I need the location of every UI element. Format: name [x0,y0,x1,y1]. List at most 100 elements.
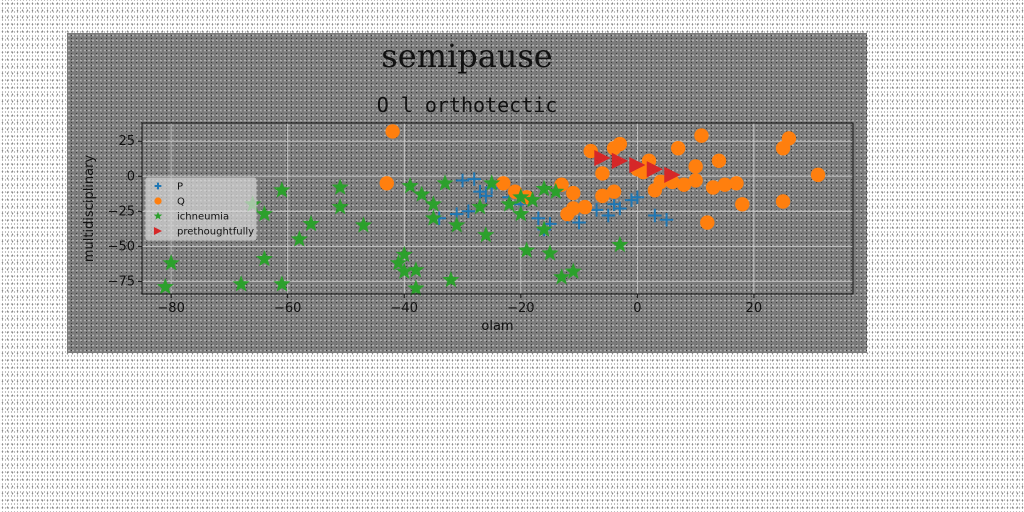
data-point [290,230,308,247]
chart-figure: semipause O l orthotectic −80 −60 −40 −20 0 2… [67,33,867,353]
data-point [775,194,791,209]
x-tick-label: −80 [157,301,184,316]
data-point [413,185,431,202]
data-point [611,235,629,253]
data-point [711,153,727,169]
data-point [781,131,797,146]
data-point [496,176,511,191]
data-point [255,250,273,267]
data-point [424,209,442,226]
series-3 [156,174,629,296]
x-tick-label: −20 [507,301,534,316]
data-point [471,198,489,215]
y-tick-label: 0 [127,169,135,184]
x-tick-label: 0 [633,301,641,316]
data-point [541,244,559,261]
data-point [424,195,442,212]
y-axis-label: multidisciplinary [82,155,97,263]
data-point [564,262,582,279]
data-point [729,176,744,191]
data-point [395,262,413,279]
data-point [273,275,291,292]
data-point [572,215,586,230]
y-tick-label: −75 [108,274,135,289]
data-point [589,203,604,217]
data-point [705,180,721,195]
series-4 [594,149,681,183]
x-axis-label: olam [481,319,513,334]
x-tick-label: −60 [274,301,301,316]
x-tick-label: −40 [391,301,418,316]
legend-label: ichneumia [177,212,229,223]
data-point [577,199,593,215]
data-point [700,215,715,230]
legend-marker [153,211,163,220]
data-point [354,216,372,233]
data-point [630,190,645,205]
legend-label: P [177,182,183,193]
data-point [442,271,460,288]
data-point [547,182,565,199]
data-point [566,185,581,201]
data-point [401,177,419,194]
data-point [694,128,709,143]
legend-label: Q [177,197,185,208]
data-point [302,214,320,232]
data-point [648,208,662,223]
data-point [395,245,413,262]
data-point [606,184,622,199]
y-tick-label: −50 [108,239,135,254]
data-point [717,177,732,192]
data-point [273,181,291,198]
y-tick-label: −25 [108,204,135,219]
data-point [611,152,628,169]
data-point [479,189,493,203]
data-point [448,216,466,233]
data-point [407,261,425,278]
legend-marker [154,182,162,190]
data-point [553,268,571,285]
data-point [595,166,610,181]
data-point [735,197,750,212]
data-point [500,195,518,212]
data-point [162,254,180,271]
data-point [659,212,674,227]
data-point [523,191,541,208]
chart-title: O l orthotectic [376,93,558,117]
data-point [624,193,639,207]
data-point [232,275,250,292]
data-point [407,279,425,296]
data-point [554,177,569,192]
data-point [389,254,407,271]
legend-box [145,177,257,241]
data-point [688,159,703,174]
data-point [676,177,692,192]
data-point [560,206,575,222]
data-point [535,179,553,197]
x-tick-label: 20 [746,301,763,316]
series-2 [379,124,826,230]
data-point [595,188,610,204]
data-point [477,226,495,243]
data-point [518,241,536,258]
data-point [512,188,530,205]
series-1 [432,172,674,237]
data-point [535,220,553,237]
data-point [594,149,611,167]
legend-label: prethoughtfully [177,227,254,238]
data-point [156,278,174,295]
data-point [810,167,826,183]
data-point [646,161,663,178]
data-point [385,124,400,139]
data-point [455,173,470,188]
data-point [612,136,628,152]
data-point [483,174,501,191]
data-point [664,166,681,183]
data-point [688,173,703,188]
data-point [467,172,481,186]
data-point [331,178,349,195]
data-point [461,204,476,219]
data-point [613,201,627,216]
plot-frame [141,122,854,295]
